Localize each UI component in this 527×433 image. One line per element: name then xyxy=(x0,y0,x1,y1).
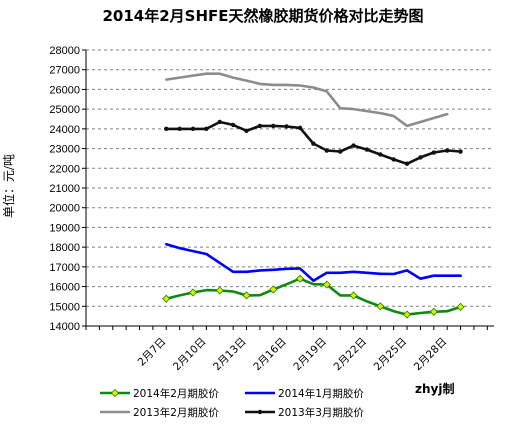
data-point xyxy=(271,123,276,129)
data-point xyxy=(418,155,423,160)
data-point xyxy=(242,291,251,300)
legend-label: 2013年3月期胶价 xyxy=(278,406,364,419)
legend-label: 2013年2月期胶价 xyxy=(133,406,219,419)
legend-marker xyxy=(110,388,120,398)
legend-item-1: 2014年2月期胶价 xyxy=(100,387,219,400)
series-lines xyxy=(162,72,465,319)
data-point xyxy=(269,285,278,294)
legend-label: 2014年2月期胶价 xyxy=(133,387,219,400)
data-point xyxy=(257,123,263,129)
x-tick-label: 2月28日 xyxy=(412,336,450,374)
y-tick-label: 22000 xyxy=(49,163,80,175)
series-line xyxy=(165,242,462,283)
data-point xyxy=(177,126,182,132)
data-point xyxy=(164,126,169,132)
data-point xyxy=(297,125,303,131)
y-tick-label: 27000 xyxy=(49,65,80,77)
y-tick-label: 17000 xyxy=(49,262,80,274)
data-point xyxy=(311,141,316,146)
y-tick-label: 18000 xyxy=(49,242,80,254)
legend-item-3: 2013年2月期胶价 xyxy=(100,406,219,419)
data-point xyxy=(324,148,329,153)
data-point xyxy=(431,150,437,155)
y-axis-label: 单位：元/吨 xyxy=(1,154,16,218)
data-point xyxy=(402,310,412,319)
data-point xyxy=(378,152,383,157)
data-point xyxy=(349,291,358,300)
data-point xyxy=(244,128,249,134)
y-tick-label: 16000 xyxy=(49,282,80,294)
y-tick-label: 21000 xyxy=(49,183,80,195)
data-point xyxy=(376,302,385,311)
data-point xyxy=(456,302,465,311)
data-point xyxy=(404,161,410,166)
chart-title: 2014年2月SHFE天然橡胶期货价格对比走势图 xyxy=(102,7,423,25)
data-point xyxy=(429,307,438,316)
x-tick-label: 2月19日 xyxy=(291,336,329,374)
y-tick-label: 19000 xyxy=(49,222,80,234)
series-2 xyxy=(165,242,462,283)
series-1 xyxy=(162,274,465,319)
data-point xyxy=(215,286,224,295)
x-tick-label: 2月13日 xyxy=(211,336,249,374)
y-tick-label: 14000 xyxy=(49,321,80,333)
data-point xyxy=(391,157,396,162)
x-tick-label: 2月25日 xyxy=(372,336,410,374)
data-point xyxy=(230,122,236,128)
data-point xyxy=(337,149,343,154)
data-point xyxy=(217,119,222,125)
y-tick-label: 25000 xyxy=(49,104,80,116)
data-point xyxy=(204,126,209,132)
legend-item-2: 2014年1月期胶价 xyxy=(245,387,364,400)
x-tick-label: 2月7日 xyxy=(136,336,169,369)
legend-label: 2014年1月期胶价 xyxy=(278,387,364,400)
grid-lines xyxy=(86,49,494,307)
y-tick-label: 26000 xyxy=(49,84,80,96)
series-line xyxy=(165,277,462,316)
x-tick-label: 2月22日 xyxy=(332,336,370,374)
data-point xyxy=(322,280,331,289)
y-tick-label: 15000 xyxy=(49,301,80,313)
data-point xyxy=(190,126,196,132)
y-tick-label: 28000 xyxy=(49,45,80,57)
data-point xyxy=(284,124,289,129)
data-point xyxy=(188,288,198,297)
data-point xyxy=(458,149,463,154)
legend-marker xyxy=(257,409,263,415)
series-4 xyxy=(164,119,463,166)
y-tick-label: 20000 xyxy=(49,203,80,215)
x-tick-label: 2月16日 xyxy=(251,336,289,374)
y-tick-labels: 14000 15000 16000 17000 18000 19000 20000 21000… xyxy=(49,45,80,333)
x-tick-labels: 2月7日 2月10日 2月13日 2月16日 2月19日 2月22日 2月25日 2月28日 xyxy=(136,336,450,374)
x-tick-label: 2月10日 xyxy=(171,336,209,374)
legend: 2014年2月期胶价 2014年1月期胶价 2013年2月期胶价 2013年3月期胶价 xyxy=(100,387,364,419)
data-point xyxy=(351,143,356,148)
data-point xyxy=(295,274,305,283)
series-3 xyxy=(165,72,449,128)
axes xyxy=(82,49,494,330)
credit-label: zhyj制 xyxy=(415,381,454,396)
series-line xyxy=(165,72,449,128)
y-tick-label: 23000 xyxy=(49,144,80,156)
data-point xyxy=(364,147,370,152)
data-point xyxy=(162,294,171,303)
legend-item-4: 2013年3月期胶价 xyxy=(245,406,364,419)
y-tick-label: 24000 xyxy=(49,124,80,136)
data-point xyxy=(444,148,450,153)
